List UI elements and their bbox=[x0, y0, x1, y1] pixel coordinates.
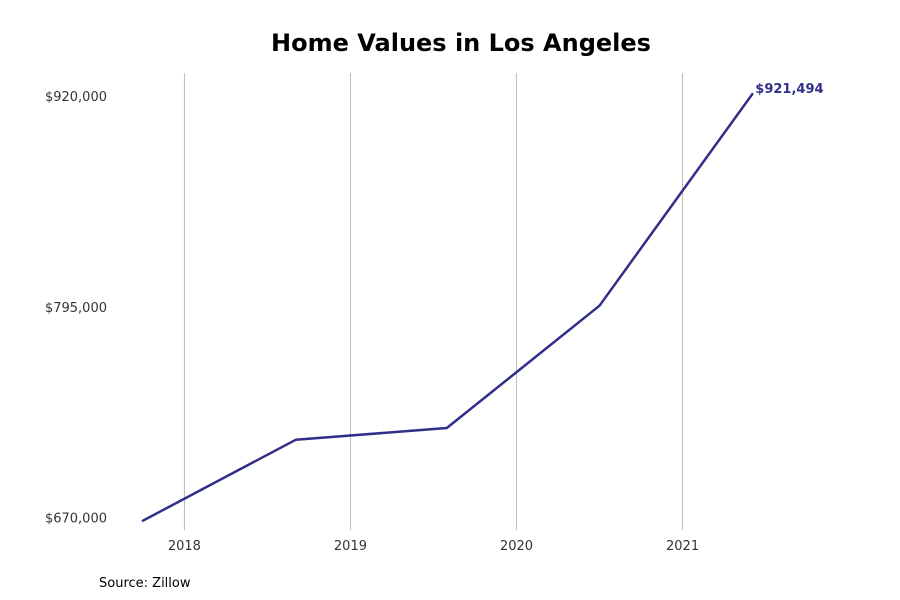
source-note: Source: Zillow bbox=[99, 576, 191, 591]
series-line-0 bbox=[141, 92, 754, 522]
series-layer: $921,494 bbox=[141, 82, 824, 522]
x-tick-label-2019: 2019 bbox=[334, 539, 367, 554]
y-axis-ticks: $670,000 $795,000 $920,000 bbox=[45, 90, 107, 527]
y-tick-label-2: $920,000 bbox=[45, 90, 107, 105]
x-tick-label-2020: 2020 bbox=[500, 539, 533, 554]
grid-layer bbox=[183, 73, 684, 530]
end-value-label: $921,494 bbox=[755, 82, 823, 97]
x-tick-label-2018: 2018 bbox=[168, 539, 201, 554]
y-tick-label-0: $670,000 bbox=[45, 512, 107, 527]
y-tick-label-1: $795,000 bbox=[45, 301, 107, 316]
x-tick-label-2021: 2021 bbox=[666, 539, 699, 554]
chart-title: Home Values in Los Angeles bbox=[271, 29, 651, 57]
x-axis-ticks: 2018 2019 2020 2021 bbox=[168, 539, 699, 554]
